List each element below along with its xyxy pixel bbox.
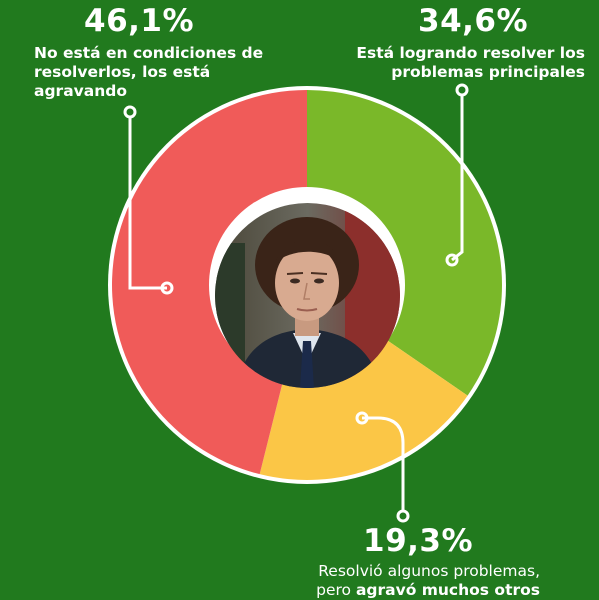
slice-green — [307, 90, 503, 396]
red-percentage-label: 46,1% — [84, 3, 195, 39]
yellow-percentage-label: 19,3% — [363, 523, 474, 559]
yellow-description-line1: Resolvió algunos problemas, — [318, 562, 540, 580]
yellow-description-label: Resolvió algunos problemas, pero agravó … — [270, 562, 540, 600]
leader-line-red-dot — [123, 105, 137, 119]
portrait-image — [215, 203, 400, 388]
green-description-label: Está logrando resolver los problemas pri… — [356, 44, 585, 81]
leader-line-yellow-dot — [355, 411, 369, 425]
leader-line-red-dot — [160, 281, 174, 295]
leader-line-red — [128, 112, 167, 290]
yellow-description-line2-prefix: pero — [316, 581, 356, 599]
green-percentage-label: 34,6% — [418, 3, 529, 39]
leader-line-yellow-dot — [396, 509, 410, 523]
yellow-description-line2-bold: agravó muchos otros — [355, 581, 540, 599]
leader-line-green-dot — [455, 83, 469, 97]
slice-yellow — [259, 339, 468, 480]
red-description-label: No está en condiciones de resolverlos, l… — [34, 44, 264, 100]
leader-line-yellow — [362, 416, 405, 516]
portrait-icon — [215, 203, 400, 388]
leader-line-green-dot — [445, 253, 459, 267]
